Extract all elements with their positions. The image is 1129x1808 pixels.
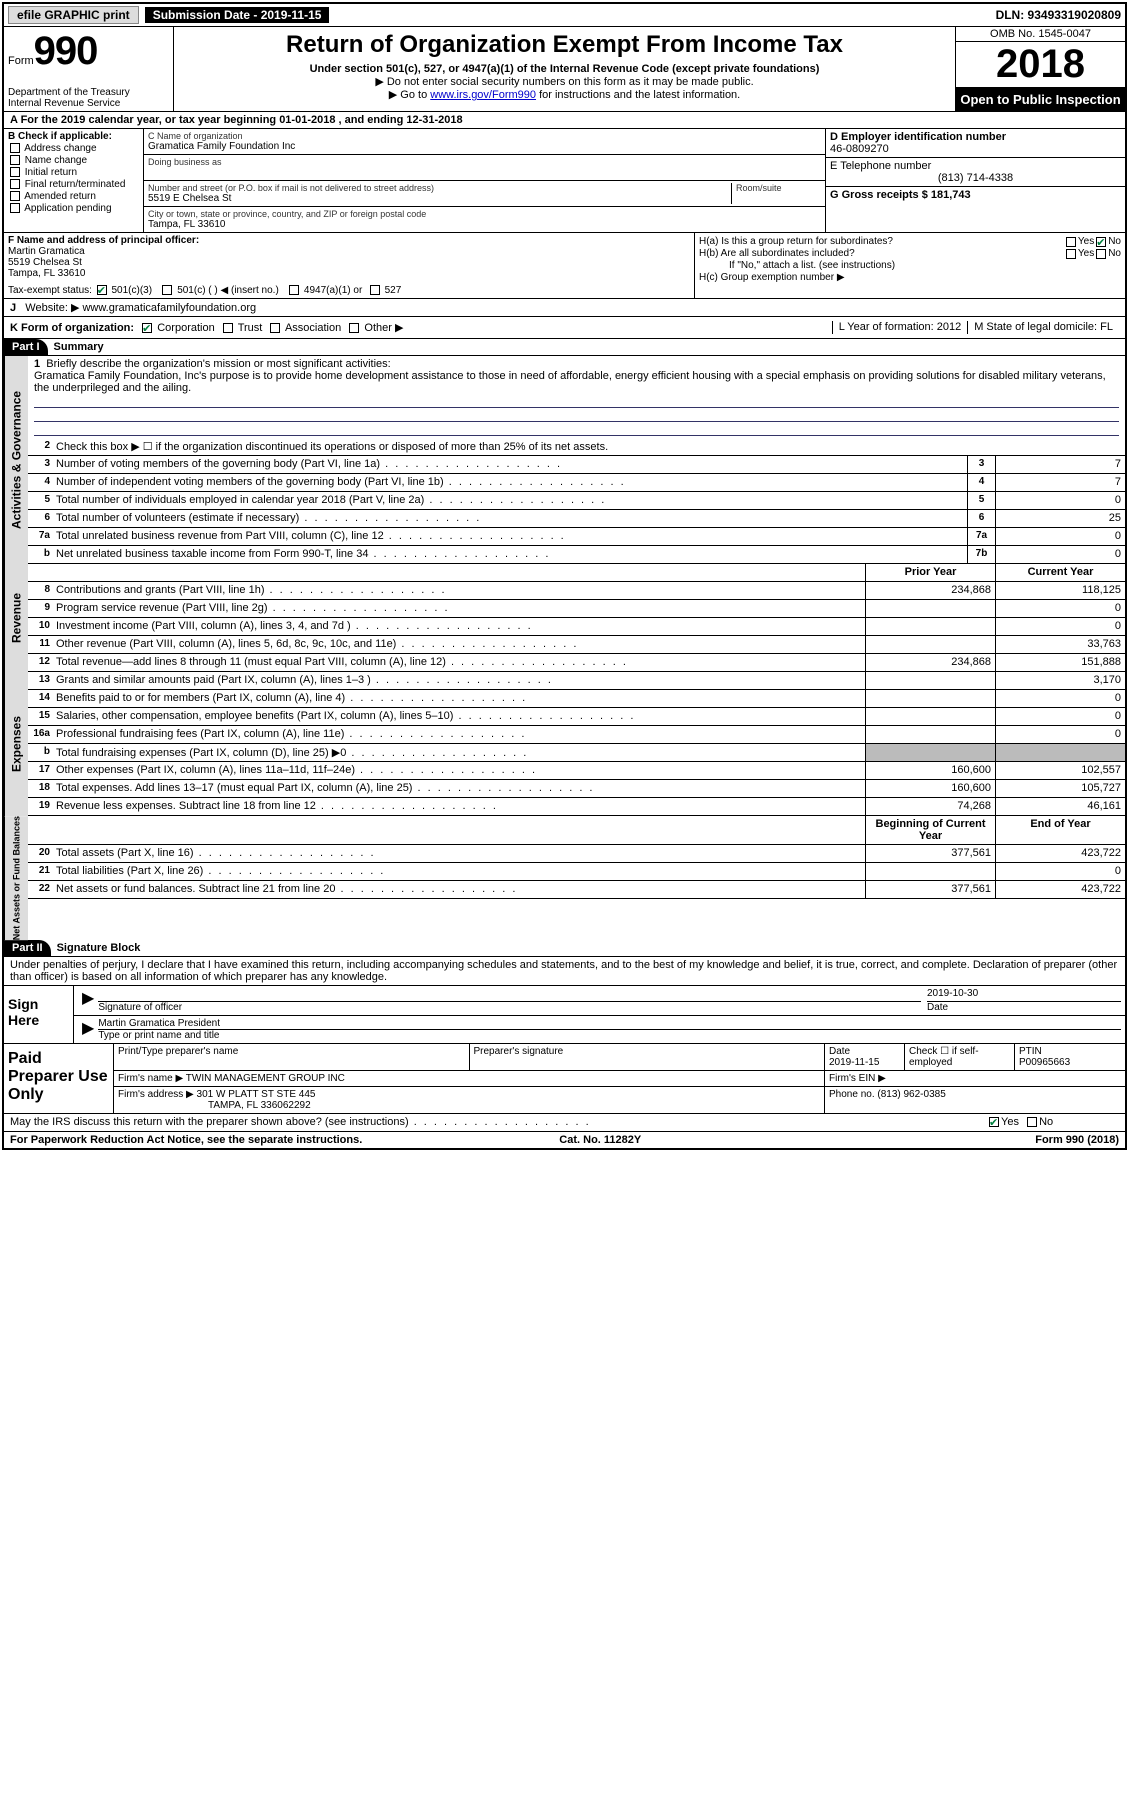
- firm-name: TWIN MANAGEMENT GROUP INC: [186, 1073, 345, 1084]
- discuss-yes[interactable]: [989, 1117, 999, 1127]
- expenses-section: Expenses 13 Grants and similar amounts p…: [4, 672, 1125, 816]
- cb-final-return[interactable]: Final return/terminated: [8, 179, 139, 190]
- line-16a: 16a Professional fundraising fees (Part …: [28, 726, 1125, 744]
- org-address: 5519 E Chelsea St: [148, 193, 731, 204]
- cb-501c3[interactable]: [97, 285, 107, 295]
- line-b: b Total fundraising expenses (Part IX, c…: [28, 744, 1125, 762]
- block-c-org-info: C Name of organizationGramatica Family F…: [144, 129, 825, 232]
- tax-year: 2018: [956, 42, 1125, 88]
- submission-date: Submission Date - 2019-11-15: [145, 7, 330, 23]
- dept-treasury: Department of the Treasury Internal Reve…: [8, 87, 169, 109]
- form-title: Return of Organization Exempt From Incom…: [180, 31, 949, 59]
- officer-name: Martin Gramatica President: [98, 1018, 1121, 1030]
- line-21: 21 Total liabilities (Part X, line 26) 0: [28, 863, 1125, 881]
- ha-yes[interactable]: [1066, 237, 1076, 247]
- section-b-to-g: B Check if applicable: Address change Na…: [4, 129, 1125, 233]
- line-18: 18 Total expenses. Add lines 13–17 (must…: [28, 780, 1125, 798]
- block-f-officer: F Name and address of principal officer:…: [4, 233, 695, 298]
- line-11: 11 Other revenue (Part VIII, column (A),…: [28, 636, 1125, 654]
- subtitle-2: ▶ Do not enter social security numbers o…: [180, 75, 949, 88]
- cb-initial-return[interactable]: Initial return: [8, 167, 139, 178]
- line-3: 3 Number of voting members of the govern…: [28, 456, 1125, 474]
- cb-association[interactable]: [270, 323, 280, 333]
- mission-text: Gramatica Family Foundation, Inc's purpo…: [34, 370, 1106, 394]
- activities-governance-section: Activities & Governance 1 Briefly descri…: [4, 356, 1125, 564]
- org-name: Gramatica Family Foundation Inc: [148, 141, 821, 152]
- part-2-header: Part II Signature Block: [4, 940, 1125, 957]
- line-j-website: J Website: ▶ www.gramaticafamilyfoundati…: [4, 299, 1125, 317]
- part-1-header: Part I Summary: [4, 339, 1125, 356]
- form-number: Form 990: [8, 29, 169, 74]
- state-domicile: M State of legal domicile: FL: [967, 321, 1119, 334]
- line-10: 10 Investment income (Part VIII, column …: [28, 618, 1125, 636]
- prep-date: 2019-11-15: [829, 1057, 879, 1068]
- cb-527[interactable]: [370, 285, 380, 295]
- line-k-form-org: K Form of organization: Corporation Trus…: [4, 317, 1125, 339]
- hb-no[interactable]: [1096, 249, 1106, 259]
- line-9: 9 Program service revenue (Part VIII, li…: [28, 600, 1125, 618]
- cb-address-change[interactable]: Address change: [8, 143, 139, 154]
- mission-block: 1 Briefly describe the organization's mi…: [28, 356, 1125, 438]
- hb-yes[interactable]: [1066, 249, 1076, 259]
- line-7a: 7a Total unrelated business revenue from…: [28, 528, 1125, 546]
- line-b: b Net unrelated business taxable income …: [28, 546, 1125, 564]
- sig-date: 2019-10-30: [927, 988, 1121, 1002]
- line-5: 5 Total number of individuals employed i…: [28, 492, 1125, 510]
- line-19: 19 Revenue less expenses. Subtract line …: [28, 798, 1125, 816]
- ein-value: 46-0809270: [830, 143, 889, 155]
- firm-addr: 301 W PLATT ST STE 445: [197, 1089, 316, 1100]
- form-header: Form 990 Department of the Treasury Inte…: [4, 27, 1125, 112]
- open-inspection: Open to Public Inspection: [956, 88, 1125, 111]
- cb-corporation[interactable]: [142, 323, 152, 333]
- firm-phone: Phone no. (813) 962-0385: [825, 1087, 1125, 1113]
- net-assets-section: Net Assets or Fund Balances Beginning of…: [4, 816, 1125, 940]
- block-b-checkboxes: B Check if applicable: Address change Na…: [4, 129, 144, 232]
- line-6: 6 Total number of volunteers (estimate i…: [28, 510, 1125, 528]
- cb-trust[interactable]: [223, 323, 233, 333]
- line-8: 8 Contributions and grants (Part VIII, l…: [28, 582, 1125, 600]
- year-formation: L Year of formation: 2012: [832, 321, 968, 334]
- line-4: 4 Number of independent voting members o…: [28, 474, 1125, 492]
- line-14: 14 Benefits paid to or for members (Part…: [28, 690, 1125, 708]
- line-22: 22 Net assets or fund balances. Subtract…: [28, 881, 1125, 899]
- subtitle-3: ▶ Go to www.irs.gov/Form990 for instruct…: [180, 88, 949, 101]
- cb-other[interactable]: [349, 323, 359, 333]
- perjury-declaration: Under penalties of perjury, I declare th…: [4, 957, 1125, 986]
- cb-501c[interactable]: [162, 285, 172, 295]
- line-13: 13 Grants and similar amounts paid (Part…: [28, 672, 1125, 690]
- page-footer: For Paperwork Reduction Act Notice, see …: [4, 1132, 1125, 1148]
- discuss-with-preparer: May the IRS discuss this return with the…: [4, 1114, 1125, 1132]
- cb-amended-return[interactable]: Amended return: [8, 191, 139, 202]
- irs-link[interactable]: www.irs.gov/Form990: [430, 89, 536, 101]
- dln-number: DLN: 93493319020809: [996, 8, 1121, 22]
- topbar: efile GRAPHIC print Submission Date - 20…: [4, 4, 1125, 27]
- efile-print-button[interactable]: efile GRAPHIC print: [8, 6, 139, 24]
- subtitle-1: Under section 501(c), 527, or 4947(a)(1)…: [180, 63, 949, 75]
- line-20: 20 Total assets (Part X, line 16) 377,56…: [28, 845, 1125, 863]
- block-d-to-g: D Employer identification number46-08092…: [825, 129, 1125, 232]
- line-17: 17 Other expenses (Part IX, column (A), …: [28, 762, 1125, 780]
- telephone-value: (813) 714-4338: [830, 172, 1121, 184]
- line-12: 12 Total revenue—add lines 8 through 11 …: [28, 654, 1125, 672]
- revenue-section: Revenue Prior YearCurrent Year 8 Contrib…: [4, 564, 1125, 672]
- section-f-h: F Name and address of principal officer:…: [4, 233, 1125, 299]
- cb-name-change[interactable]: Name change: [8, 155, 139, 166]
- cb-4947[interactable]: [289, 285, 299, 295]
- line-a-tax-year: A For the 2019 calendar year, or tax yea…: [4, 112, 1125, 129]
- line-15: 15 Salaries, other compensation, employe…: [28, 708, 1125, 726]
- form-990-page: efile GRAPHIC print Submission Date - 20…: [2, 2, 1127, 1150]
- ptin-value: P00965663: [1019, 1057, 1070, 1068]
- cb-application-pending[interactable]: Application pending: [8, 203, 139, 214]
- paid-preparer-block: Paid Preparer Use Only Print/Type prepar…: [4, 1044, 1125, 1114]
- org-city: Tampa, FL 33610: [148, 219, 821, 230]
- block-h: H(a) Is this a group return for subordin…: [695, 233, 1125, 298]
- gross-receipts: G Gross receipts $ 181,743: [830, 189, 971, 201]
- ha-no[interactable]: [1096, 237, 1106, 247]
- sign-here-block: Sign Here ▶Signature of officer2019-10-3…: [4, 986, 1125, 1044]
- discuss-no[interactable]: [1027, 1117, 1037, 1127]
- omb-number: OMB No. 1545-0047: [956, 27, 1125, 42]
